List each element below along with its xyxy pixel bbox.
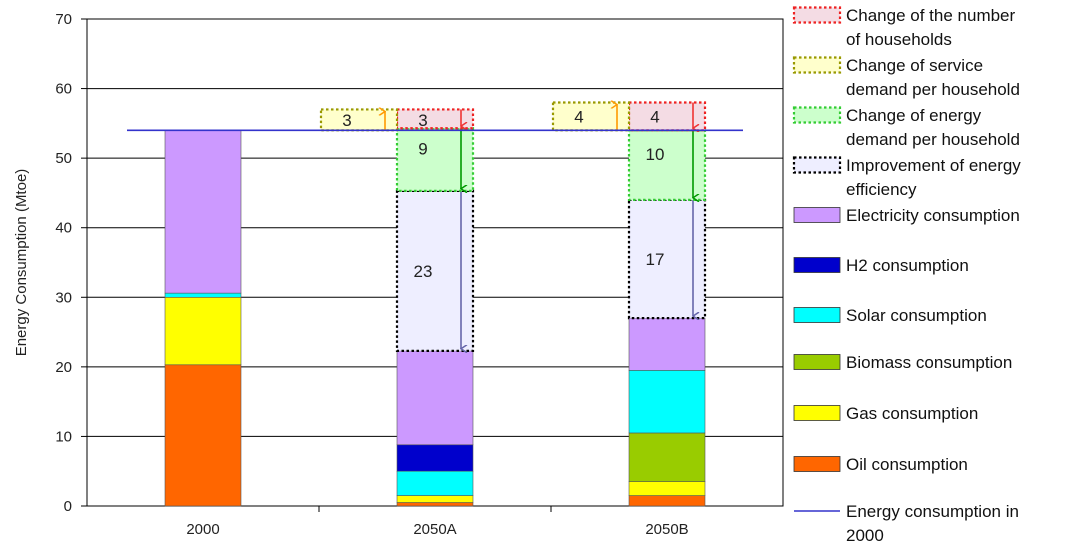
bar-segment [396, 470, 474, 496]
legend-swatch [792, 156, 842, 174]
legend-swatch [793, 405, 841, 421]
bar-segment [628, 317, 706, 371]
legend-label-line: Change of energy [846, 106, 982, 125]
legend-label-line: of households [846, 30, 952, 49]
y-tick-label: 50 [55, 150, 72, 167]
legend-label-line: efficiency [846, 180, 917, 199]
energy-demand-label: 9 [418, 139, 427, 158]
legend-label: Change of energy demand per household [846, 106, 1020, 149]
bar-segment [164, 364, 242, 507]
legend-label: Improvement of energy efficiency [846, 156, 1021, 199]
legend-label: Energy consumption in 2000 [846, 502, 1019, 545]
legend-swatch [793, 307, 841, 323]
y-tick-label: 20 [55, 359, 72, 376]
service-demand-box [319, 108, 399, 132]
service-demand-label: 4 [574, 107, 583, 126]
x-tick-label: 2050B [645, 521, 688, 538]
y-tick-label: 60 [55, 81, 72, 98]
legend-label: Biomass consumption [846, 353, 1012, 372]
y-axis-label: Energy Consumption (Mtoe) [13, 169, 30, 357]
legend-label-line: Change of service [846, 56, 983, 75]
legend-swatch [793, 354, 841, 370]
legend-label-line: demand per household [846, 130, 1020, 149]
legend-label: Gas consumption [846, 404, 978, 423]
bar-segment [396, 495, 474, 503]
bar-segment [164, 130, 242, 294]
y-tick-label: 10 [55, 428, 72, 445]
legend-swatch [793, 257, 841, 273]
legend-label-line: H2 consumption [846, 256, 969, 275]
legend-swatch [792, 56, 842, 74]
bar-segment [396, 444, 474, 472]
households-label: 4 [650, 107, 659, 126]
legend-label: Solar consumption [846, 306, 987, 325]
efficiency-label: 23 [414, 262, 433, 281]
x-tick-label: 2050A [413, 521, 456, 538]
legend-label: Change of the number of households [846, 6, 1016, 49]
legend-label: Change of service demand per household [846, 56, 1020, 99]
bar-segment [628, 495, 706, 507]
bar-segment [396, 350, 474, 446]
legend-label-line: Gas consumption [846, 404, 978, 423]
legend-label-line: Improvement of energy [846, 156, 1021, 175]
legend-swatch [792, 6, 842, 24]
legend-label-line: Change of the number [846, 6, 1016, 25]
legend-label: Oil consumption [846, 455, 968, 474]
bar-segment [628, 481, 706, 496]
legend-label-line: Energy consumption in [846, 502, 1019, 521]
bar-segment [164, 292, 242, 298]
service-demand-label: 3 [342, 111, 351, 130]
bar-segment [628, 432, 706, 482]
energy-demand-label: 10 [646, 145, 665, 164]
legend-swatch [793, 207, 841, 223]
bar-segment [396, 502, 474, 507]
y-tick-label: 40 [55, 220, 72, 237]
bar-segment [628, 370, 706, 434]
legend-swatch [793, 456, 841, 472]
households-label: 3 [418, 111, 427, 130]
x-tick-label: 2000 [186, 521, 219, 538]
y-tick-label: 30 [55, 289, 72, 306]
legend-label: Electricity consumption [846, 206, 1020, 225]
y-tick-label: 0 [64, 498, 72, 515]
efficiency-label: 17 [646, 250, 665, 269]
legend-swatch [792, 106, 842, 124]
legend-label-line: Oil consumption [846, 455, 968, 474]
legend-label-line: Biomass consumption [846, 353, 1012, 372]
legend-label-line: 2000 [846, 526, 884, 545]
legend-label-line: Electricity consumption [846, 206, 1020, 225]
bar-segment [164, 296, 242, 366]
legend-label: H2 consumption [846, 256, 969, 275]
legend-label-line: demand per household [846, 80, 1020, 99]
legend-label-line: Solar consumption [846, 306, 987, 325]
y-tick-label: 70 [55, 11, 72, 28]
